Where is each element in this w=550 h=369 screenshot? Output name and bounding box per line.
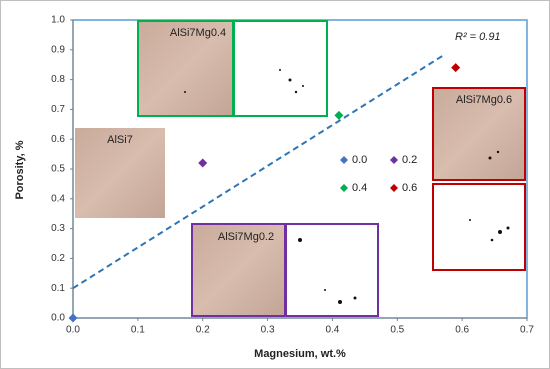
photo (191, 223, 286, 317)
x-tick-label: 0.5 (390, 325, 404, 336)
y-tick-label: 0.5 (51, 164, 65, 175)
x-tick-label: 0.7 (520, 325, 534, 336)
x-axis-title: Magnesium, wt.% (254, 348, 346, 360)
trendline (72, 54, 444, 290)
x-tick-label: 0.6 (455, 325, 469, 336)
legend-marker (390, 184, 398, 192)
legend-label: 0.0 (352, 154, 367, 166)
point (334, 110, 344, 120)
micrographs (75, 20, 526, 317)
y-tick-label: 0.8 (51, 74, 65, 85)
y-tick-label: 1.0 (51, 15, 65, 26)
photo (75, 128, 165, 218)
x-tick-label: 0.0 (66, 325, 80, 336)
point (198, 158, 208, 168)
image-label: AlSi7Mg0.6 (456, 94, 512, 106)
y-tick-label: 0.4 (51, 193, 65, 204)
legend-label: 0.4 (352, 182, 367, 194)
photo (137, 20, 234, 117)
image-label: AlSi7Mg0.4 (170, 27, 226, 39)
legend-marker (340, 184, 348, 192)
y-tick-label: 0.1 (51, 283, 65, 294)
x-tick-label: 0.3 (261, 325, 275, 336)
y-tick-label: 0.7 (51, 104, 65, 115)
legend-label: 0.6 (402, 182, 417, 194)
legend-marker (340, 156, 348, 164)
legend-marker (390, 156, 398, 164)
legend-label: 0.2 (402, 154, 417, 166)
y-tick-label: 0.2 (51, 253, 65, 264)
photo (432, 87, 526, 181)
binary-image (285, 223, 379, 317)
y-tick-label: 0.9 (51, 44, 65, 55)
point (451, 63, 461, 73)
y-tick-label: 0.0 (51, 313, 65, 324)
pores (184, 69, 510, 304)
y-tick-label: 0.3 (51, 223, 65, 234)
x-tick-label: 0.1 (131, 325, 145, 336)
x-tick-label: 0.2 (196, 325, 210, 336)
image-label: AlSi7 (107, 134, 133, 146)
point (68, 313, 78, 323)
image-label: AlSi7Mg0.2 (218, 231, 274, 243)
binary-image (432, 183, 526, 271)
x-tick-label: 0.4 (325, 325, 339, 336)
y-tick-label: 0.6 (51, 134, 65, 145)
y-axis-title: Porosity, % (14, 140, 26, 199)
r-squared: R² = 0.91 (455, 31, 501, 43)
binary-image (233, 20, 328, 117)
